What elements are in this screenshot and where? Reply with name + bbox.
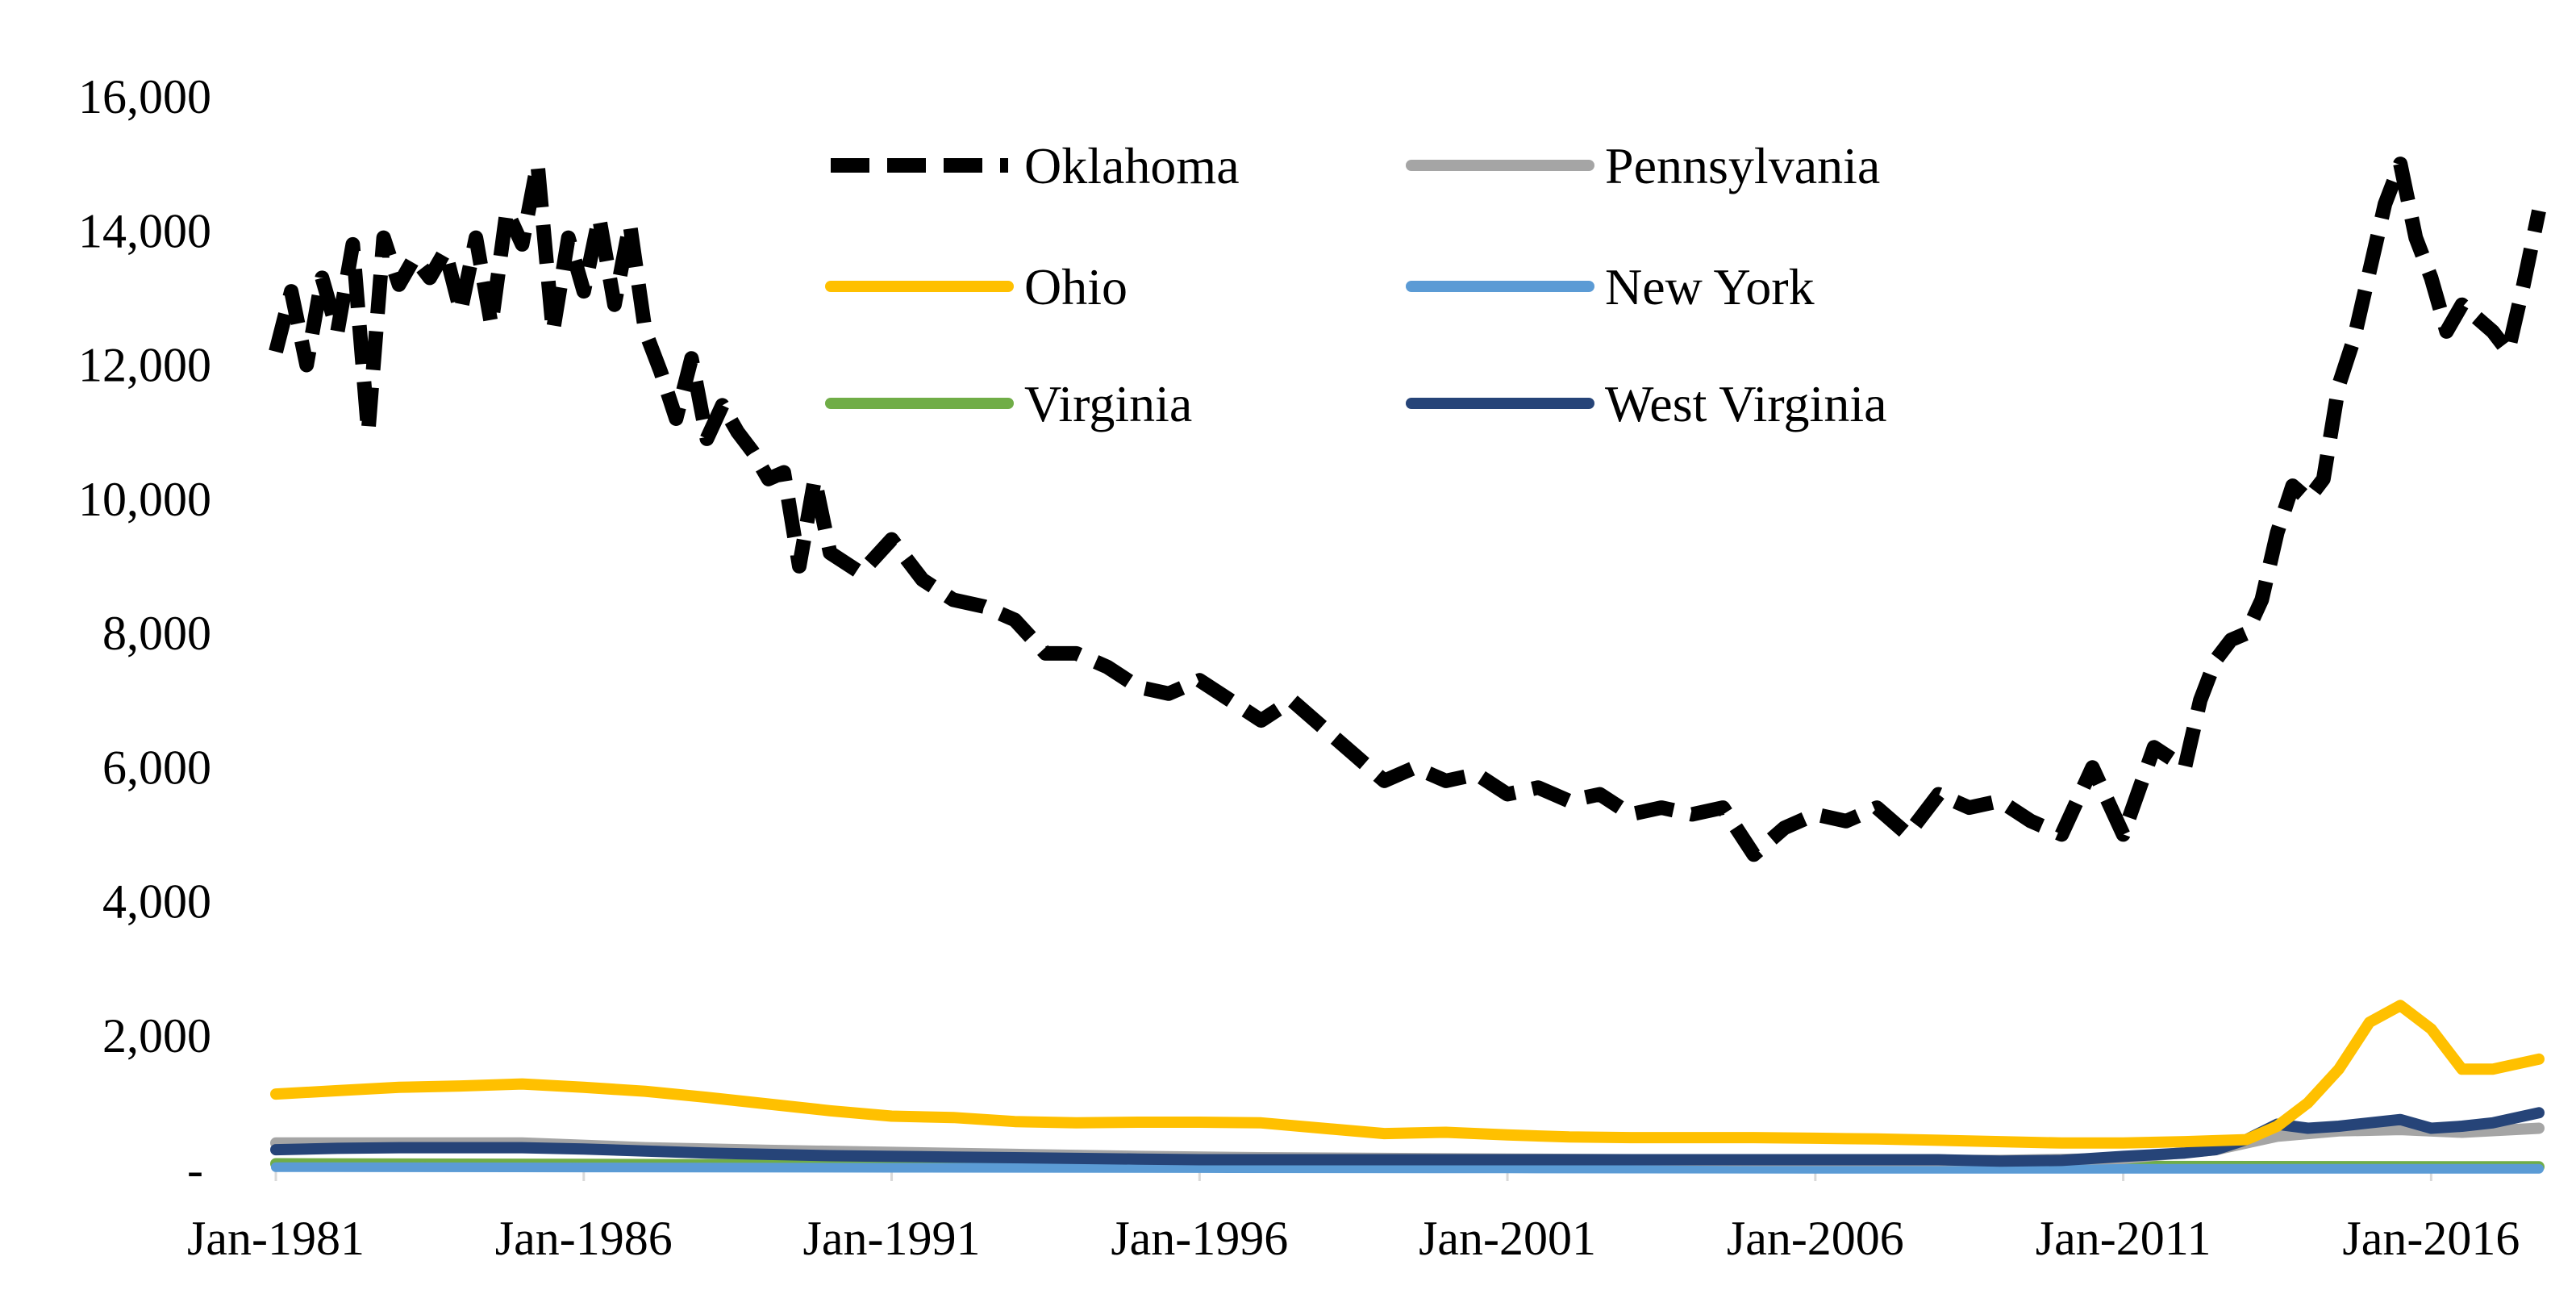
y-tick-label: 12,000	[78, 339, 211, 392]
y-tick-label: 6,000	[102, 741, 211, 794]
legend-label-new-york: New York	[1605, 258, 1815, 315]
y-tick-label: 8,000	[102, 607, 211, 660]
series-line-new-york	[271, 1162, 2544, 1174]
legend-item-pennsylvania: Pennsylvania	[1406, 137, 1880, 194]
legend-label-virginia: Virginia	[1024, 375, 1192, 432]
legend-item-west-virginia: West Virginia	[1406, 375, 1887, 432]
series-line-west-virginia	[270, 1107, 2545, 1167]
legend-item-new-york: New York	[1406, 258, 1815, 315]
y-tick-label: 4,000	[102, 875, 211, 929]
legend-label-west-virginia: West Virginia	[1605, 375, 1887, 432]
legend-label-pennsylvania: Pennsylvania	[1605, 137, 1880, 194]
x-tick-label: Jan-1996	[1111, 1212, 1288, 1265]
y-tick-label: 10,000	[78, 473, 211, 526]
legend-label-ohio: Ohio	[1024, 258, 1128, 315]
series-lines	[269, 157, 2546, 1174]
x-tick-labels: Jan-1981 Jan-1986 Jan-1991 Jan-1996 Jan-2001…	[187, 1212, 2520, 1265]
x-tick-label: Jan-2006	[1727, 1212, 1904, 1265]
legend-label-oklahoma: Oklahoma	[1024, 137, 1240, 194]
x-tick-label: Jan-1986	[495, 1212, 673, 1265]
x-tick-label: Jan-2016	[2342, 1212, 2520, 1265]
y-tick-label: 14,000	[78, 204, 211, 257]
legend-item-virginia: Virginia	[825, 375, 1192, 432]
y-tick-label: -	[187, 1143, 203, 1196]
x-tick-label: Jan-1981	[187, 1212, 365, 1265]
series-line-oklahoma	[269, 157, 2546, 862]
x-tick-label: Jan-1991	[803, 1212, 981, 1265]
x-tick-label: Jan-2001	[1419, 1212, 1596, 1265]
legend-item-oklahoma: Oklahoma	[831, 137, 1240, 194]
y-tick-label: 2,000	[102, 1009, 211, 1062]
legend-item-ohio: Ohio	[825, 258, 1128, 315]
y-tick-labels: - 2,000 4,000 6,000 8,000 10,000 12,000 14,000 1…	[78, 70, 211, 1196]
legend: Oklahoma Pennsylvania Ohio New York Virginia…	[825, 137, 1887, 432]
series-line-ohio	[270, 1000, 2545, 1149]
x-tick-label: Jan-2011	[2036, 1212, 2211, 1265]
y-tick-label: 16,000	[78, 70, 211, 123]
